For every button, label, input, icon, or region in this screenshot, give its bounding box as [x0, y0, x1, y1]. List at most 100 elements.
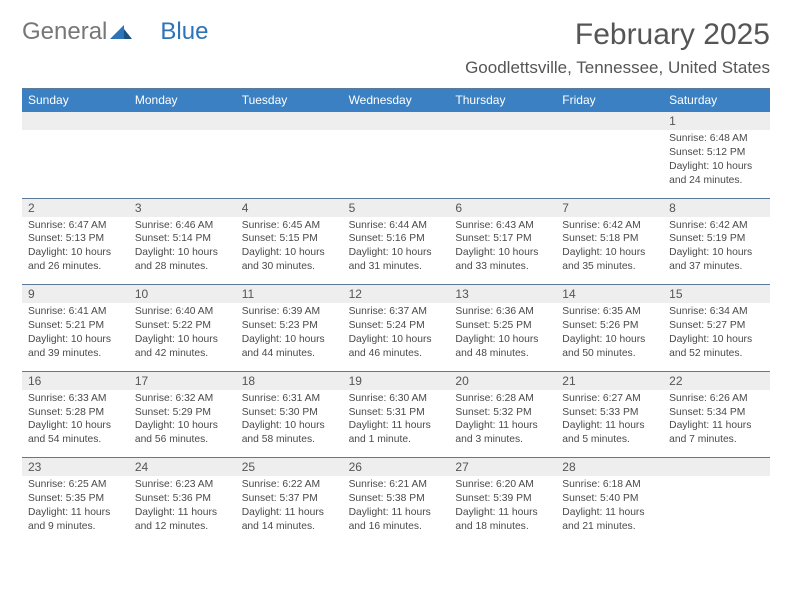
week: 9101112131415Sunrise: 6:41 AMSunset: 5:2… — [22, 284, 770, 371]
day-cell: Sunrise: 6:34 AMSunset: 5:27 PMDaylight:… — [663, 303, 770, 371]
day-header: Saturday — [663, 89, 770, 111]
sunset-text: Sunset: 5:16 PM — [349, 232, 444, 246]
sunset-text: Sunset: 5:29 PM — [135, 406, 230, 420]
sunset-text: Sunset: 5:24 PM — [349, 319, 444, 333]
day-number: 24 — [129, 458, 236, 476]
sunset-text: Sunset: 5:28 PM — [28, 406, 123, 420]
day-number: 15 — [663, 285, 770, 303]
day-cell — [343, 130, 450, 198]
day-number: 10 — [129, 285, 236, 303]
day-cell: Sunrise: 6:36 AMSunset: 5:25 PMDaylight:… — [449, 303, 556, 371]
sunset-text: Sunset: 5:27 PM — [669, 319, 764, 333]
day-cell — [556, 130, 663, 198]
daylight-text: Daylight: 10 hours and 52 minutes. — [669, 333, 764, 361]
day-cell: Sunrise: 6:48 AMSunset: 5:12 PMDaylight:… — [663, 130, 770, 198]
day-cell: Sunrise: 6:18 AMSunset: 5:40 PMDaylight:… — [556, 476, 663, 544]
logo-text-blue: Blue — [160, 18, 208, 46]
daylight-text: Daylight: 10 hours and 46 minutes. — [349, 333, 444, 361]
day-number: 1 — [663, 112, 770, 130]
day-number — [556, 112, 663, 130]
daylight-text: Daylight: 11 hours and 21 minutes. — [562, 506, 657, 534]
day-cell — [663, 476, 770, 544]
sunset-text: Sunset: 5:13 PM — [28, 232, 123, 246]
daylight-text: Daylight: 10 hours and 48 minutes. — [455, 333, 550, 361]
daylight-text: Daylight: 10 hours and 33 minutes. — [455, 246, 550, 274]
day-number — [22, 112, 129, 130]
day-header: Monday — [129, 89, 236, 111]
day-number — [343, 112, 450, 130]
sunrise-text: Sunrise: 6:37 AM — [349, 305, 444, 319]
day-cell: Sunrise: 6:32 AMSunset: 5:29 PMDaylight:… — [129, 390, 236, 458]
day-number-row: 2345678 — [22, 199, 770, 217]
daylight-text: Daylight: 11 hours and 14 minutes. — [242, 506, 337, 534]
daylight-text: Daylight: 10 hours and 42 minutes. — [135, 333, 230, 361]
day-cell: Sunrise: 6:45 AMSunset: 5:15 PMDaylight:… — [236, 217, 343, 285]
day-number: 22 — [663, 372, 770, 390]
daylight-text: Daylight: 10 hours and 58 minutes. — [242, 419, 337, 447]
day-number: 25 — [236, 458, 343, 476]
sunrise-text: Sunrise: 6:36 AM — [455, 305, 550, 319]
sunrise-text: Sunrise: 6:42 AM — [562, 219, 657, 233]
day-number — [663, 458, 770, 476]
sunrise-text: Sunrise: 6:31 AM — [242, 392, 337, 406]
sunrise-text: Sunrise: 6:30 AM — [349, 392, 444, 406]
daylight-text: Daylight: 11 hours and 5 minutes. — [562, 419, 657, 447]
day-cell: Sunrise: 6:20 AMSunset: 5:39 PMDaylight:… — [449, 476, 556, 544]
day-number: 3 — [129, 199, 236, 217]
day-number: 26 — [343, 458, 450, 476]
day-cell: Sunrise: 6:30 AMSunset: 5:31 PMDaylight:… — [343, 390, 450, 458]
day-number: 23 — [22, 458, 129, 476]
sunset-text: Sunset: 5:35 PM — [28, 492, 123, 506]
day-header-row: SundayMondayTuesdayWednesdayThursdayFrid… — [22, 89, 770, 111]
sunrise-text: Sunrise: 6:39 AM — [242, 305, 337, 319]
daylight-text: Daylight: 10 hours and 54 minutes. — [28, 419, 123, 447]
sunset-text: Sunset: 5:36 PM — [135, 492, 230, 506]
daylight-text: Daylight: 10 hours and 44 minutes. — [242, 333, 337, 361]
sunrise-text: Sunrise: 6:33 AM — [28, 392, 123, 406]
day-cell: Sunrise: 6:25 AMSunset: 5:35 PMDaylight:… — [22, 476, 129, 544]
sunrise-text: Sunrise: 6:47 AM — [28, 219, 123, 233]
day-number — [449, 112, 556, 130]
day-cell: Sunrise: 6:42 AMSunset: 5:18 PMDaylight:… — [556, 217, 663, 285]
day-number-row: 9101112131415 — [22, 285, 770, 303]
day-cell: Sunrise: 6:41 AMSunset: 5:21 PMDaylight:… — [22, 303, 129, 371]
day-cell: Sunrise: 6:43 AMSunset: 5:17 PMDaylight:… — [449, 217, 556, 285]
day-number: 28 — [556, 458, 663, 476]
weeks-container: 1Sunrise: 6:48 AMSunset: 5:12 PMDaylight… — [22, 111, 770, 544]
sunset-text: Sunset: 5:38 PM — [349, 492, 444, 506]
week: 1Sunrise: 6:48 AMSunset: 5:12 PMDaylight… — [22, 111, 770, 198]
daylight-text: Daylight: 10 hours and 28 minutes. — [135, 246, 230, 274]
sunrise-text: Sunrise: 6:48 AM — [669, 132, 764, 146]
day-cell: Sunrise: 6:35 AMSunset: 5:26 PMDaylight:… — [556, 303, 663, 371]
daylight-text: Daylight: 10 hours and 30 minutes. — [242, 246, 337, 274]
sunset-text: Sunset: 5:26 PM — [562, 319, 657, 333]
header: General Blue February 2025 Goodlettsvill… — [0, 0, 792, 82]
day-cell: Sunrise: 6:28 AMSunset: 5:32 PMDaylight:… — [449, 390, 556, 458]
daylight-text: Daylight: 11 hours and 7 minutes. — [669, 419, 764, 447]
sunset-text: Sunset: 5:18 PM — [562, 232, 657, 246]
day-cell — [129, 130, 236, 198]
day-cell — [22, 130, 129, 198]
daylight-text: Daylight: 11 hours and 18 minutes. — [455, 506, 550, 534]
day-cell: Sunrise: 6:42 AMSunset: 5:19 PMDaylight:… — [663, 217, 770, 285]
sunrise-text: Sunrise: 6:34 AM — [669, 305, 764, 319]
day-cell: Sunrise: 6:40 AMSunset: 5:22 PMDaylight:… — [129, 303, 236, 371]
sunrise-text: Sunrise: 6:43 AM — [455, 219, 550, 233]
day-cell: Sunrise: 6:44 AMSunset: 5:16 PMDaylight:… — [343, 217, 450, 285]
sunrise-text: Sunrise: 6:23 AM — [135, 478, 230, 492]
cell-row: Sunrise: 6:41 AMSunset: 5:21 PMDaylight:… — [22, 303, 770, 371]
daylight-text: Daylight: 10 hours and 24 minutes. — [669, 160, 764, 188]
day-cell: Sunrise: 6:47 AMSunset: 5:13 PMDaylight:… — [22, 217, 129, 285]
day-cell: Sunrise: 6:46 AMSunset: 5:14 PMDaylight:… — [129, 217, 236, 285]
cell-row: Sunrise: 6:48 AMSunset: 5:12 PMDaylight:… — [22, 130, 770, 198]
day-cell — [236, 130, 343, 198]
daylight-text: Daylight: 10 hours and 37 minutes. — [669, 246, 764, 274]
day-number: 13 — [449, 285, 556, 303]
day-cell: Sunrise: 6:31 AMSunset: 5:30 PMDaylight:… — [236, 390, 343, 458]
sunrise-text: Sunrise: 6:32 AM — [135, 392, 230, 406]
day-header: Wednesday — [343, 89, 450, 111]
calendar: SundayMondayTuesdayWednesdayThursdayFrid… — [22, 88, 770, 544]
sunrise-text: Sunrise: 6:35 AM — [562, 305, 657, 319]
day-number: 4 — [236, 199, 343, 217]
day-number-row: 1 — [22, 112, 770, 130]
